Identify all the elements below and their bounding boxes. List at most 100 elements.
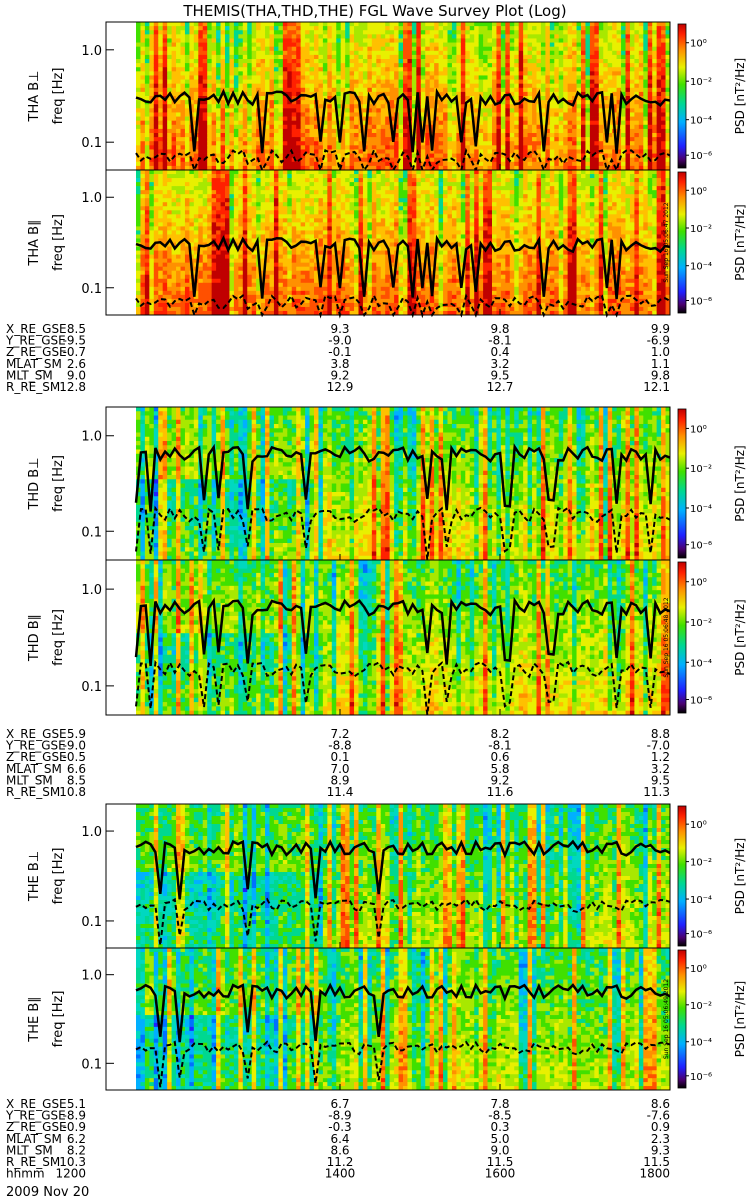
spectrogram-cell xyxy=(270,38,275,43)
spectrogram-cell xyxy=(581,149,586,154)
spectrogram-cell xyxy=(185,129,190,134)
spectrogram-cell xyxy=(163,194,168,198)
spectrogram-cell xyxy=(158,125,163,130)
spectrogram-cell xyxy=(585,67,590,72)
spectrogram-cell xyxy=(568,141,573,146)
spectrogram-cell xyxy=(416,63,421,68)
spectrogram-cell xyxy=(492,75,497,80)
spectrogram-cell xyxy=(372,88,377,93)
spectrogram-cell xyxy=(274,71,279,76)
spectrogram-cell xyxy=(657,38,662,43)
spectrogram-cell xyxy=(318,34,323,39)
spectrogram-cell xyxy=(474,30,479,35)
spectrogram-cell xyxy=(238,59,243,64)
spectrogram-cell xyxy=(185,133,190,138)
spectrogram-cell xyxy=(198,174,203,178)
spectrogram-cell xyxy=(176,80,181,85)
spectrogram-cell xyxy=(661,80,666,85)
spectrogram-cell xyxy=(261,22,266,27)
spectrogram-cell xyxy=(643,92,648,97)
spectrogram-cell xyxy=(198,194,203,198)
spectrogram-cell xyxy=(359,22,364,27)
spectrogram-cell xyxy=(176,63,181,68)
spectrogram-cell xyxy=(452,75,457,80)
spectrogram-cell xyxy=(172,178,177,182)
spectrogram-cell xyxy=(252,149,257,154)
spectrogram-cell xyxy=(283,121,288,126)
spectrogram-cell xyxy=(532,34,537,39)
spectrogram-cell xyxy=(448,162,453,167)
spectrogram-cell xyxy=(639,108,644,113)
spectrogram-cell xyxy=(305,108,310,113)
spectrogram-cell xyxy=(496,30,501,35)
spectrogram-cell xyxy=(145,92,150,97)
spectrogram-cell xyxy=(585,88,590,93)
spectrogram-cell xyxy=(554,71,559,76)
spectrogram-cell xyxy=(167,234,172,238)
spectrogram-cell xyxy=(505,30,510,35)
spectrogram-cell xyxy=(203,51,208,56)
spectrogram-cell xyxy=(189,67,194,72)
spectrogram-cell xyxy=(167,255,172,259)
spectrogram-cell xyxy=(216,129,221,134)
spectrogram-cell xyxy=(207,38,212,43)
spectrogram-cell xyxy=(532,108,537,113)
spectrogram-cell xyxy=(181,194,186,198)
spectrogram-cell xyxy=(523,22,528,27)
spectrogram-cell xyxy=(225,34,230,39)
spectrogram-cell xyxy=(154,230,159,234)
spectrogram-cell xyxy=(345,108,350,113)
spectrogram-cell xyxy=(203,71,208,76)
spectrogram-cell xyxy=(399,112,404,117)
spectrogram-cell xyxy=(292,51,297,56)
spectrogram-cell xyxy=(626,47,631,52)
spectrogram-cell xyxy=(470,141,475,146)
spectrogram-cell xyxy=(149,210,154,214)
spectrogram-cell xyxy=(265,43,270,48)
spectrogram-cell xyxy=(381,154,386,159)
spectrogram-cell xyxy=(496,55,501,60)
spectrogram-cell xyxy=(198,198,203,202)
spectrogram-cell xyxy=(479,63,484,68)
spectrogram-cell xyxy=(181,26,186,31)
spectrogram-cell xyxy=(550,104,555,109)
spectrogram-cell xyxy=(194,84,199,89)
spectrogram-cell xyxy=(194,71,199,76)
spectrogram-cell xyxy=(203,275,208,279)
spectrogram-cell xyxy=(594,162,599,167)
spectrogram-cell xyxy=(359,71,364,76)
spectrogram-cell xyxy=(252,51,257,56)
spectrogram-cell xyxy=(559,26,564,31)
spectrogram-cell xyxy=(172,182,177,186)
spectrogram-cell xyxy=(661,84,666,89)
spectrogram-cell xyxy=(189,194,194,198)
spectrogram-cell xyxy=(181,158,186,163)
spectrogram-cell xyxy=(559,67,564,72)
spectrogram-cell xyxy=(523,30,528,35)
spectrogram-cell xyxy=(510,59,515,64)
spectrogram-cell xyxy=(256,149,261,154)
spectrogram-cell xyxy=(221,154,226,159)
spectrogram-cell xyxy=(412,80,417,85)
spectrogram-cell xyxy=(265,30,270,35)
spectrogram-cell xyxy=(523,137,528,142)
spectrogram-cell xyxy=(496,38,501,43)
spectrogram-cell xyxy=(185,170,190,174)
spectrogram-cell xyxy=(448,121,453,126)
spectrogram-cell xyxy=(189,63,194,68)
spectrogram-cell xyxy=(238,47,243,52)
spectrogram-cell xyxy=(594,67,599,72)
spectrogram-cell xyxy=(563,154,568,159)
spectrogram-cell xyxy=(639,133,644,138)
spectrogram-cell xyxy=(372,158,377,163)
spectrogram-cell xyxy=(416,38,421,43)
spectrogram-cell xyxy=(207,210,212,214)
spectrogram-cell xyxy=(198,218,203,222)
spectrogram-cell xyxy=(657,34,662,39)
spectrogram-cell xyxy=(626,51,631,56)
spectrogram-cell xyxy=(274,96,279,101)
spectrogram-cell xyxy=(403,59,408,64)
spectrogram-cell xyxy=(563,125,568,130)
spectrogram-cell xyxy=(167,112,172,117)
spectrogram-cell xyxy=(367,30,372,35)
